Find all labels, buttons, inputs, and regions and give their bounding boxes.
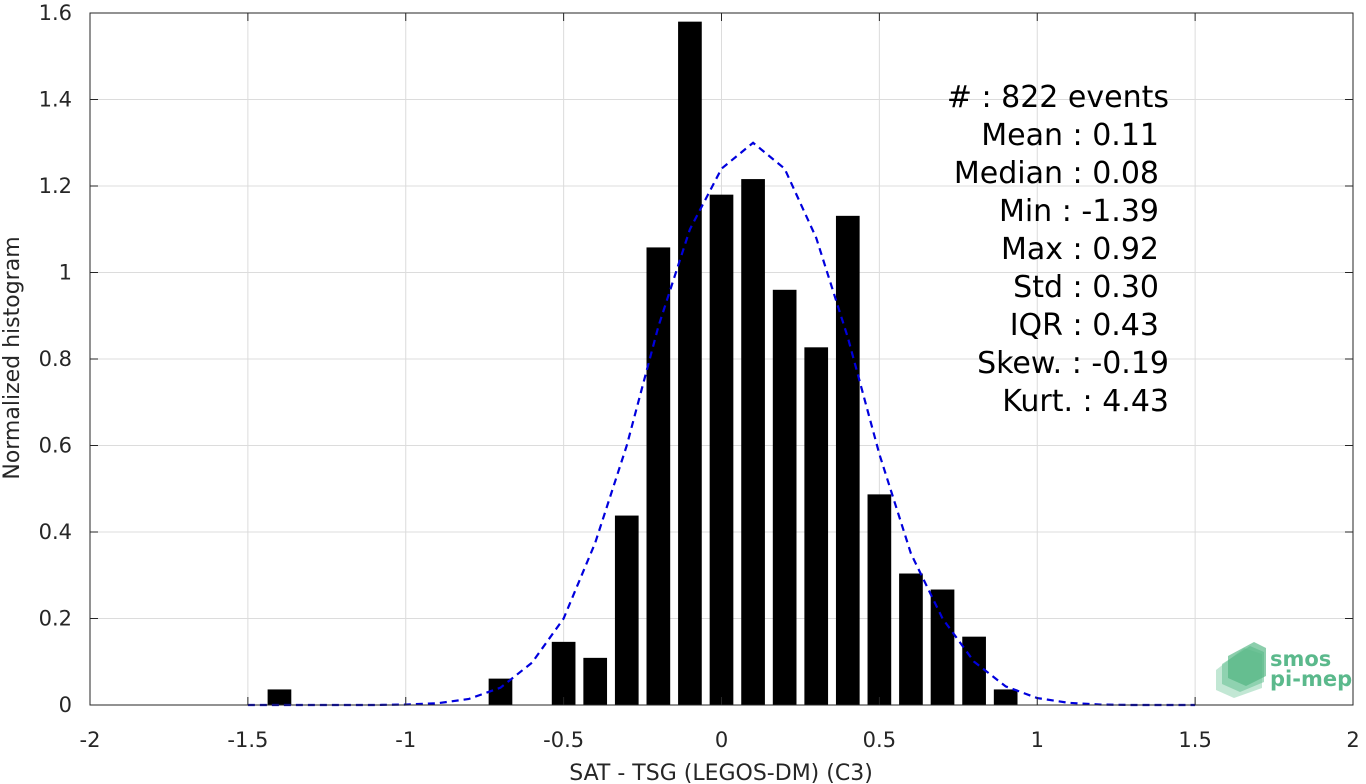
y-tick-label: 0.6 (39, 434, 72, 458)
y-tick-labels: 0 0.2 0.4 0.6 0.8 1 1.2 1.4 1.6 (39, 1, 72, 717)
x-tick-label: 1 (1031, 728, 1044, 752)
logo-text-pimep: pi-mep (1270, 667, 1352, 691)
histogram-bar (772, 289, 797, 705)
histogram-bar (930, 589, 955, 705)
histogram-bar (867, 494, 892, 705)
histogram-bar (583, 657, 608, 705)
stat-kurtosis: Kurt. : 4.43 (1002, 384, 1169, 419)
y-tick-label: 0.2 (39, 607, 72, 631)
y-tick-label: 1 (59, 261, 72, 285)
stat-max: Max : 0.92 (1001, 232, 1159, 267)
y-tick-label: 0 (59, 693, 72, 717)
histogram-bar (835, 215, 860, 705)
x-tick-label: -1 (395, 728, 416, 752)
histogram-bar (551, 641, 576, 705)
statistics-annotation: # : 822 events Mean : 0.11 Median : 0.08… (947, 80, 1169, 419)
stat-skewness: Skew. : -0.19 (977, 346, 1169, 381)
histogram-bar (993, 689, 1018, 705)
histogram-bar (614, 515, 639, 705)
x-tick-label: 0 (715, 728, 728, 752)
y-tick-label: 1.4 (39, 88, 72, 112)
stat-count: # : 822 events (947, 80, 1169, 115)
logo-text-smos: smos (1270, 647, 1331, 671)
y-tick-label: 0.4 (39, 520, 72, 544)
histogram-bar (709, 194, 734, 705)
x-tick-label: -1.5 (227, 728, 268, 752)
x-tick-labels: -2 -1.5 -1 -0.5 0 0.5 1 1.5 2 (80, 728, 1360, 752)
x-tick-label: 1.5 (1178, 728, 1211, 752)
logo-layers-icon (1216, 642, 1266, 698)
stat-std: Std : 0.30 (1013, 270, 1159, 305)
y-tick-label: 0.8 (39, 347, 72, 371)
x-tick-label: -2 (80, 728, 101, 752)
x-axis-label: SAT - TSG (LEGOS-DM) (C3) (569, 761, 873, 784)
y-tick-label: 1.6 (39, 1, 72, 25)
histogram-bar (741, 179, 765, 705)
histogram-bar (962, 636, 986, 705)
histogram-bar (678, 21, 702, 705)
y-tick-label: 1.2 (39, 174, 72, 198)
axes-frame (89, 12, 1354, 706)
x-tick-label: 0.5 (863, 728, 896, 752)
x-tick-label: 2 (1346, 728, 1359, 752)
histogram-bar (267, 689, 292, 705)
stat-min: Min : -1.39 (999, 194, 1159, 229)
histogram-bar (899, 573, 923, 705)
histogram-bar (646, 247, 671, 706)
stat-iqr: IQR : 0.43 (1010, 308, 1159, 343)
stat-median: Median : 0.08 (954, 156, 1159, 191)
smos-pimep-logo: smos pi-mep (1216, 642, 1352, 698)
histogram-bar (804, 347, 829, 705)
y-axis-label: Normalized histogram (0, 236, 25, 479)
histogram-bar (488, 678, 513, 705)
x-tick-label: -0.5 (543, 728, 584, 752)
histogram-bars (267, 21, 1018, 706)
stat-mean: Mean : 0.11 (981, 118, 1159, 153)
